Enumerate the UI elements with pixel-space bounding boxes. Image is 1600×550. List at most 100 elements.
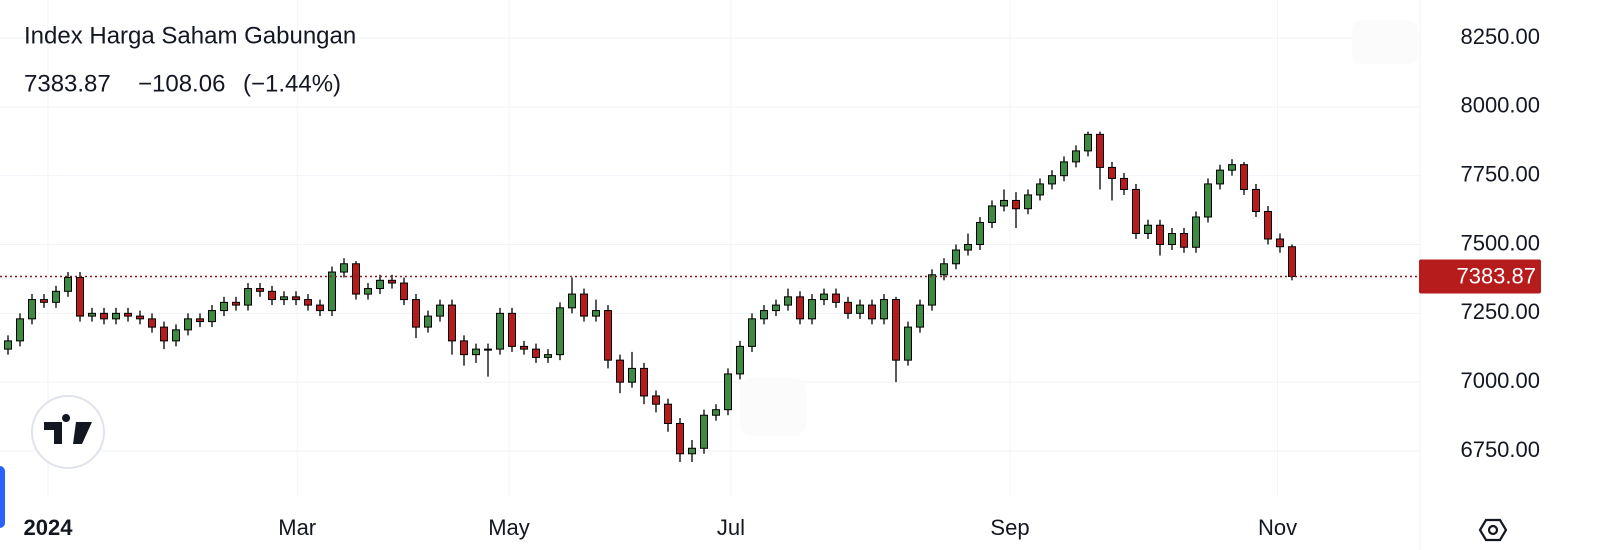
candle-body [592,310,601,317]
y-tick-label: 8250.00 [1460,24,1540,49]
tv-logo[interactable] [31,395,105,469]
candle-body [1155,224,1164,246]
candle-body [532,348,541,358]
candle-body [364,288,373,295]
candle-body [1107,166,1116,179]
candle-body [304,299,313,306]
gear[interactable] [1478,518,1508,542]
candle-body [388,279,397,284]
candle-body [1215,169,1224,185]
candle-body [1227,164,1236,171]
candle-body [268,290,277,301]
candle-body [340,263,349,273]
candle-body [136,315,145,320]
candle-body [927,274,936,306]
candle-body [184,318,193,331]
candle-body [160,326,169,342]
candle-body [1179,232,1188,248]
logo-mark [44,414,92,444]
candle-body [1011,199,1020,210]
y-tick-label: 7250.00 [1460,299,1540,324]
candle-body [412,299,421,328]
candle-body [52,290,61,303]
candle-body [1023,194,1032,210]
candle-body [1083,133,1092,152]
blur-box [740,378,806,436]
candle-body [100,312,109,320]
logo-circle[interactable] [31,395,105,469]
candle-body [196,318,205,323]
candle-body [556,307,565,356]
candle-body [484,348,493,351]
candle-body [855,304,864,314]
candle-body [1263,210,1272,240]
candle-body [891,299,900,361]
candle-body [819,293,828,301]
candle-body [16,318,25,342]
y-tick-label: 7500.00 [1460,230,1540,255]
candle-body [232,301,241,306]
candle-body [568,293,577,309]
settings-icon[interactable] [1478,518,1508,542]
candle-body [783,296,792,306]
candle-body [460,340,469,356]
candle-body [795,296,804,320]
candle-body [580,293,589,317]
candle-body [975,221,984,246]
x-tick-label: May [488,515,530,540]
candle-body [148,318,157,328]
candle-body [1275,238,1284,248]
candle-body [1047,175,1056,185]
last-price: 7383.87 [24,70,111,97]
candle-body [40,299,49,303]
candle-body [544,354,553,358]
candle-body [256,288,265,292]
side-tab[interactable] [0,466,5,528]
candle-body [1239,164,1248,190]
candle-body [112,312,121,320]
candle-body [400,282,409,301]
candle-body [616,359,625,383]
candle-body [915,304,924,328]
candle-body [843,301,852,314]
candle-body [172,329,181,342]
candle-body [508,312,517,347]
candle-body [747,318,756,347]
candle-body [879,299,888,320]
last-price-label: 7383.87 [1456,263,1536,288]
candle-body [688,447,697,455]
candle-body [424,315,433,328]
candle-body [1287,246,1296,277]
candle-body [963,244,972,251]
x-tick-label: 2024 [23,515,73,540]
last-price-badge [1419,259,1541,294]
candle-body [999,199,1008,207]
candle-body [352,263,361,295]
candle-body [1251,188,1260,212]
candles [4,131,1296,463]
candle-body [1119,177,1128,190]
candle-body [316,304,325,312]
candle-body [867,304,876,320]
candle-body [292,296,301,301]
candle-body [771,304,780,312]
candle-body [951,249,960,265]
candle-body [1035,183,1044,196]
y-tick-label: 7000.00 [1460,368,1540,393]
candle-body [76,277,85,317]
candle-body [1167,232,1176,246]
candle-body [64,277,73,292]
candle-body [280,296,289,301]
candle-body [987,205,996,223]
candle-body [759,310,768,320]
candle-body [1131,188,1140,234]
candle-body [939,263,948,276]
grid [0,0,1420,497]
candle-body [1143,224,1152,234]
x-tick-label: Sep [990,515,1029,540]
candle-body [220,301,229,312]
candle-body [723,373,732,411]
candle-body [436,304,445,317]
